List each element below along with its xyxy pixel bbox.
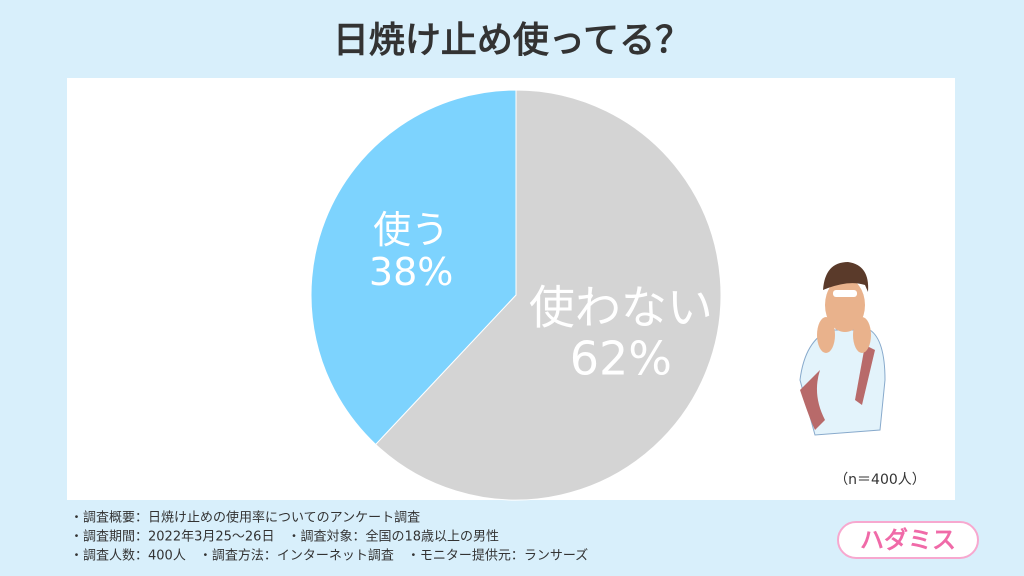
logo-badge (837, 521, 979, 559)
pie-slice (374, 89, 722, 501)
value-label: 38% (369, 250, 453, 294)
slice-label: 使わない (529, 281, 713, 335)
logo: ハダミス (860, 526, 956, 554)
person-illustration (799, 262, 886, 436)
footnote: ・調査期間：2022年3月25〜26日 ・調査対象：全国の18歳以上の男性 (70, 529, 499, 545)
slice-label: 使う (373, 208, 449, 252)
pie-slice (310, 89, 517, 446)
footnote: ・調査人数：400人 ・調査方法：インターネット調査 ・モニター提供元：ランサー… (70, 548, 588, 564)
annotation: （n＝400人） (834, 472, 926, 488)
value-label: 62% (570, 331, 672, 385)
footnote: ・調査概要：日焼け止めの使用率についてのアンケート調査 (70, 510, 420, 526)
chart-title: 日焼け止め使ってる？ (333, 20, 691, 61)
